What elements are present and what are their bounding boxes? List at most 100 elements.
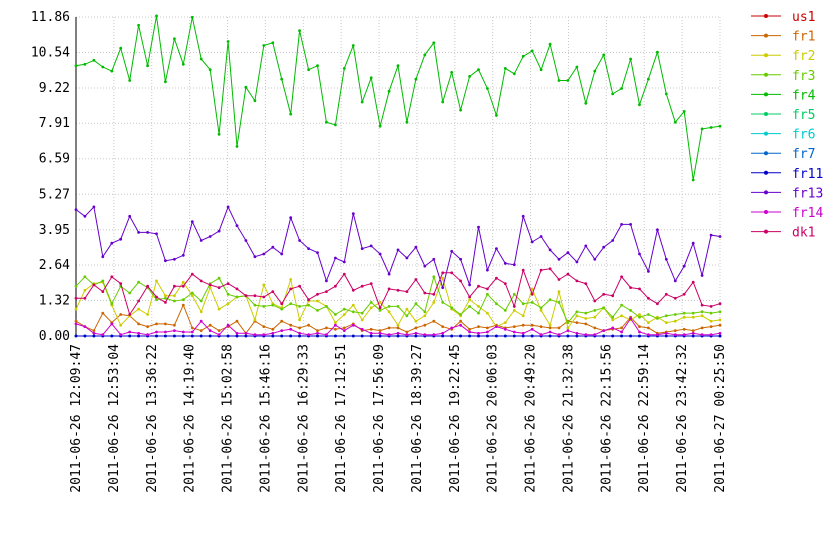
data-point <box>181 284 185 288</box>
data-point <box>441 334 445 338</box>
data-point <box>432 275 436 279</box>
data-point <box>378 301 382 304</box>
data-point <box>566 334 570 338</box>
data-point <box>495 325 498 328</box>
data-point <box>369 282 373 285</box>
data-point <box>181 280 185 284</box>
data-point <box>351 334 355 338</box>
x-tick-label: 2011-06-26 15:02:58 <box>221 344 236 493</box>
x-tick-label: 2011-06-26 23:42:32 <box>675 344 690 493</box>
data-point <box>119 323 123 327</box>
data-point <box>691 315 695 319</box>
legend-label: fr13 <box>792 186 823 201</box>
data-point <box>253 294 257 298</box>
data-point <box>691 334 695 338</box>
data-point <box>441 301 445 304</box>
data-point <box>548 326 552 330</box>
data-point <box>217 276 221 280</box>
data-point <box>262 44 266 47</box>
data-point <box>566 251 570 255</box>
x-tick-label: 2011-06-26 16:29:33 <box>296 344 311 493</box>
data-point <box>584 311 588 315</box>
data-point <box>155 279 158 283</box>
data-point <box>235 295 239 299</box>
data-point <box>602 306 606 310</box>
data-point <box>593 299 597 303</box>
data-point <box>414 326 418 330</box>
data-point <box>459 313 462 316</box>
data-point <box>155 330 158 334</box>
y-tick-label: 3.95 <box>39 223 70 238</box>
data-point <box>477 331 480 335</box>
data-point <box>682 327 686 331</box>
data-point <box>360 100 364 104</box>
data-point <box>325 290 328 293</box>
data-point <box>405 314 409 318</box>
data-point <box>575 260 579 264</box>
data-point <box>557 278 561 281</box>
data-point <box>539 333 543 337</box>
data-point <box>441 325 445 328</box>
data-point <box>199 239 203 242</box>
data-point <box>709 311 713 315</box>
data-point <box>647 270 650 273</box>
data-point <box>647 326 650 330</box>
data-point <box>101 279 105 283</box>
data-point <box>441 276 445 280</box>
data-point <box>647 296 650 300</box>
data-point <box>611 318 615 322</box>
data-point <box>620 326 623 330</box>
data-point <box>137 331 141 335</box>
data-point <box>414 245 418 249</box>
data-point <box>405 333 409 337</box>
data-point <box>262 333 266 337</box>
data-point <box>718 310 722 314</box>
data-point <box>611 239 615 242</box>
data-point <box>325 279 328 283</box>
data-point <box>119 46 123 50</box>
legend-item-fr5: fr5 <box>751 108 815 123</box>
data-point <box>226 334 230 338</box>
data-point <box>253 333 257 337</box>
data-point <box>405 120 409 124</box>
data-point <box>190 272 194 276</box>
data-point <box>584 282 588 285</box>
series-fr14 <box>74 317 722 337</box>
data-point <box>620 314 623 318</box>
data-point <box>110 302 114 306</box>
data-point <box>495 276 498 280</box>
data-point <box>235 334 239 338</box>
data-point <box>128 330 132 334</box>
data-point <box>307 68 310 72</box>
data-point <box>629 334 632 338</box>
data-point <box>360 247 364 251</box>
data-point <box>360 327 364 331</box>
data-point <box>190 291 194 295</box>
x-tick-label: 2011-06-26 17:56:09 <box>372 344 387 493</box>
data-point <box>656 228 659 232</box>
data-point <box>405 290 409 293</box>
data-point <box>691 178 695 182</box>
data-point <box>378 329 382 332</box>
data-point <box>521 302 525 306</box>
data-point <box>673 329 677 332</box>
data-point <box>217 329 221 332</box>
data-point <box>530 301 534 304</box>
data-point <box>378 331 382 335</box>
data-point <box>217 229 221 233</box>
data-point <box>101 311 105 315</box>
data-point <box>620 330 623 334</box>
data-point <box>342 329 346 332</box>
data-point <box>334 313 337 316</box>
data-point <box>101 65 105 69</box>
legend-swatch-marker <box>764 131 768 136</box>
data-point <box>602 292 606 296</box>
legend-item-fr2: fr2 <box>751 49 815 64</box>
data-point <box>396 64 400 68</box>
data-point <box>673 333 677 337</box>
data-point <box>450 271 454 275</box>
data-point <box>208 283 212 287</box>
data-point <box>414 319 418 323</box>
data-point <box>208 334 212 338</box>
data-point <box>673 319 677 323</box>
